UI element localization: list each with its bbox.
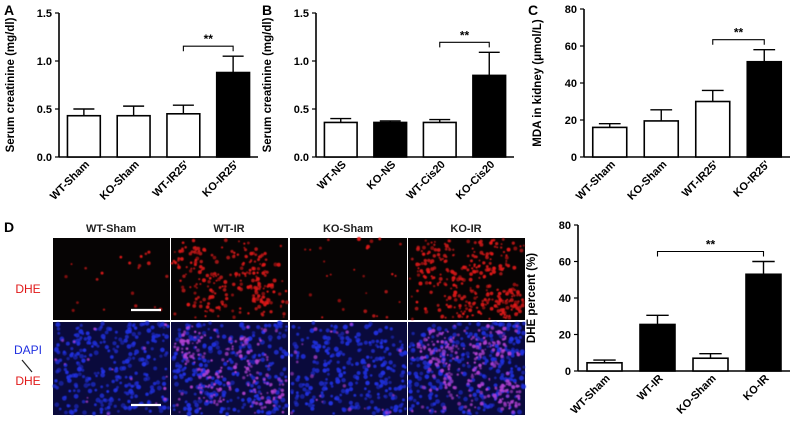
y-tick-label: 0: [565, 366, 571, 378]
y-tick-label: 80: [565, 4, 577, 16]
panel-label-c: C: [528, 2, 538, 18]
y-tick-label: 0: [571, 152, 577, 164]
y-tick-label: 60: [559, 257, 571, 269]
significance-label: **: [706, 238, 716, 252]
bar: [746, 60, 783, 158]
y-tick-label: 20: [559, 330, 571, 342]
y-tick-label: 80: [559, 220, 571, 232]
micrograph-column-ko-ir: KO-IR: [450, 223, 481, 235]
bar: [694, 100, 731, 158]
row-label-merge-connector: [21, 359, 33, 373]
y-tick-label: 40: [559, 293, 571, 305]
chart-d: 0 20 40 60 80 DHE percent (%) WT-Sham WT-IR KO-S…: [526, 220, 790, 417]
panel-label-d: D: [4, 219, 14, 235]
bar: [692, 357, 729, 372]
y-tick-label: 20: [565, 115, 577, 127]
category-label: WT-Sham: [48, 158, 92, 202]
micrograph-column-ko-sham: KO-Sham: [323, 223, 373, 235]
panel-label-b: B: [262, 2, 272, 18]
micrograph-column-wt-sham: WT-Sham: [86, 223, 136, 235]
category-label: KO-IR25': [200, 158, 241, 199]
micrograph-column-wt-ir: WT-IR: [213, 223, 244, 235]
significance-label: **: [204, 32, 214, 46]
category-label: KO-Sham: [625, 158, 669, 202]
category-label: KO-IR: [741, 373, 772, 404]
y-axis-label: Serum creatinine (mg/dl): [262, 17, 274, 152]
y-tick-label: 0.5: [294, 104, 309, 116]
y-tick-label: 40: [565, 78, 577, 90]
micrograph-dhe-wt-ir: [170, 238, 289, 320]
bar: [639, 323, 676, 372]
category-label: WT-IR: [635, 373, 666, 404]
y-tick-label: 1.5: [294, 8, 309, 20]
y-tick-label: 0.0: [37, 152, 52, 164]
row-label-dhe: DHE: [15, 282, 40, 296]
significance-bracket: [656, 250, 765, 257]
bar: [745, 273, 782, 372]
category-label: KO-NS: [365, 159, 399, 193]
micrograph-merge-wt-sham: [52, 320, 171, 416]
bar: [643, 120, 680, 158]
significance-bracket: [439, 41, 490, 48]
bar: [116, 114, 151, 158]
bar: [373, 121, 408, 158]
bar: [66, 114, 102, 158]
micrograph-grid: WT-Sham WT-IR KO-Sham KO-IR DHE DAPI DHE: [14, 223, 526, 417]
bar: [166, 113, 201, 158]
category-label: KO-IR25': [731, 158, 772, 199]
y-tick-label: 0.5: [37, 104, 52, 116]
category-label: WT-Sham: [574, 158, 618, 202]
micrograph-tiles: [52, 237, 526, 417]
micrograph-merge-ko-ir: [407, 321, 526, 416]
y-tick-label: 1.0: [294, 56, 309, 68]
row-label-dapi: DAPI: [14, 343, 42, 357]
micrograph-merge-wt-ir: [171, 320, 289, 417]
significance-bracket: [182, 45, 234, 52]
micrograph-dhe-ko-ir: [408, 237, 525, 321]
y-tick-label: 0.0: [294, 152, 309, 164]
category-label: WT-Sham: [569, 372, 613, 416]
significance-label: **: [460, 28, 470, 42]
category-label: KO-Cis20: [454, 159, 498, 203]
category-label: WT-NS: [315, 159, 349, 193]
y-axis-label: MDA in kidney (μmol/L): [532, 19, 544, 147]
chart-b: 0.0 0.5 1.0 1.5 Serum creatinine (mg/dl) WT-N…: [262, 8, 514, 202]
category-label: WT-IR25': [150, 158, 191, 199]
category-label: KO-Sham: [98, 158, 142, 202]
y-tick-label: 1.0: [37, 56, 52, 68]
bar: [215, 71, 251, 158]
bar: [591, 126, 628, 158]
y-tick-label: 60: [565, 41, 577, 53]
category-label: WT-Cis20: [404, 159, 447, 202]
micrograph-dhe-wt-sham: [53, 238, 170, 320]
micrograph-merge-ko-sham: [289, 321, 408, 417]
significance-label: **: [734, 26, 744, 40]
bar: [472, 74, 507, 158]
y-tick-label: 1.5: [37, 8, 52, 20]
significance-bracket: [712, 39, 765, 45]
y-axis-label: DHE percent (%): [526, 253, 538, 343]
micrograph-dhe-ko-sham: [290, 237, 407, 320]
category-label: WT-IR25': [680, 158, 721, 199]
y-axis-label: Serum creatinine (mg/dl): [5, 17, 17, 152]
panel-label-a: A: [4, 2, 14, 18]
chart-a: 0.0 0.5 1.0 1.5 Serum creatinine (mg/dl) WT-S…: [5, 8, 258, 203]
category-label: KO-Sham: [675, 372, 719, 416]
row-label-dhe-merge: DHE: [15, 374, 40, 388]
bar: [586, 361, 623, 372]
bar: [422, 121, 457, 158]
bar: [323, 121, 358, 158]
